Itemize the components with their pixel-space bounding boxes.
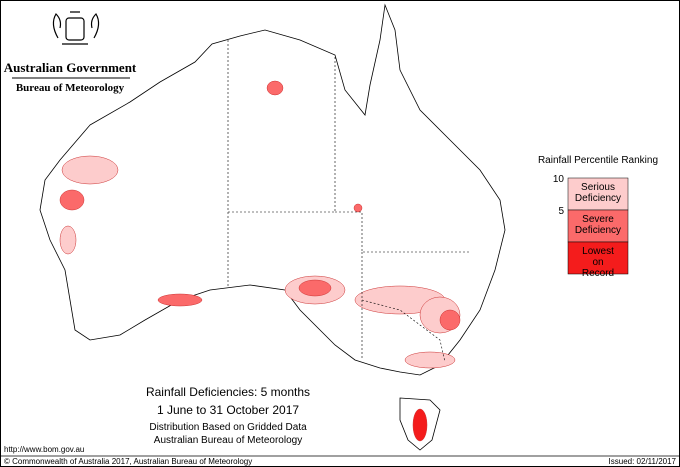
legend-label: Lowest on Record xyxy=(582,246,614,279)
legend-swatch xyxy=(567,209,629,243)
legend-label: Serious Deficiency xyxy=(575,182,621,204)
footer-url: http://www.bom.gov.au xyxy=(4,445,84,454)
government: Australian Government xyxy=(4,60,137,75)
legend-swatch xyxy=(567,241,629,275)
bureau: Bureau of Meteorology xyxy=(16,82,125,94)
footer-issued: Issued: 02/11/2017 xyxy=(609,457,677,466)
deficiency-areas xyxy=(59,80,461,442)
caption-note: Australian Bureau of Meteorology xyxy=(154,435,302,446)
caption-title: Rainfall Deficiencies: 5 months xyxy=(146,385,310,399)
crest xyxy=(52,11,100,45)
caption-period: 1 June to 31 October 2017 xyxy=(157,403,299,417)
legend-title: Rainfall Percentile Ranking xyxy=(538,155,658,166)
legend-label: Severe Deficiency xyxy=(575,214,621,236)
legend-tick-label: 10 xyxy=(553,174,565,185)
legend: Serious Deficiency Severe Deficiency Lowest o… xyxy=(553,174,629,279)
australia-outline xyxy=(39,3,506,376)
caption-note: Distribution Based on Gridded Data xyxy=(149,422,307,433)
legend-swatch xyxy=(567,177,629,211)
footer-copyright: © Commonwealth of Australia 2017, Austra… xyxy=(4,457,252,466)
state-borders xyxy=(227,40,470,363)
legend-tick-label: 5 xyxy=(558,206,564,217)
